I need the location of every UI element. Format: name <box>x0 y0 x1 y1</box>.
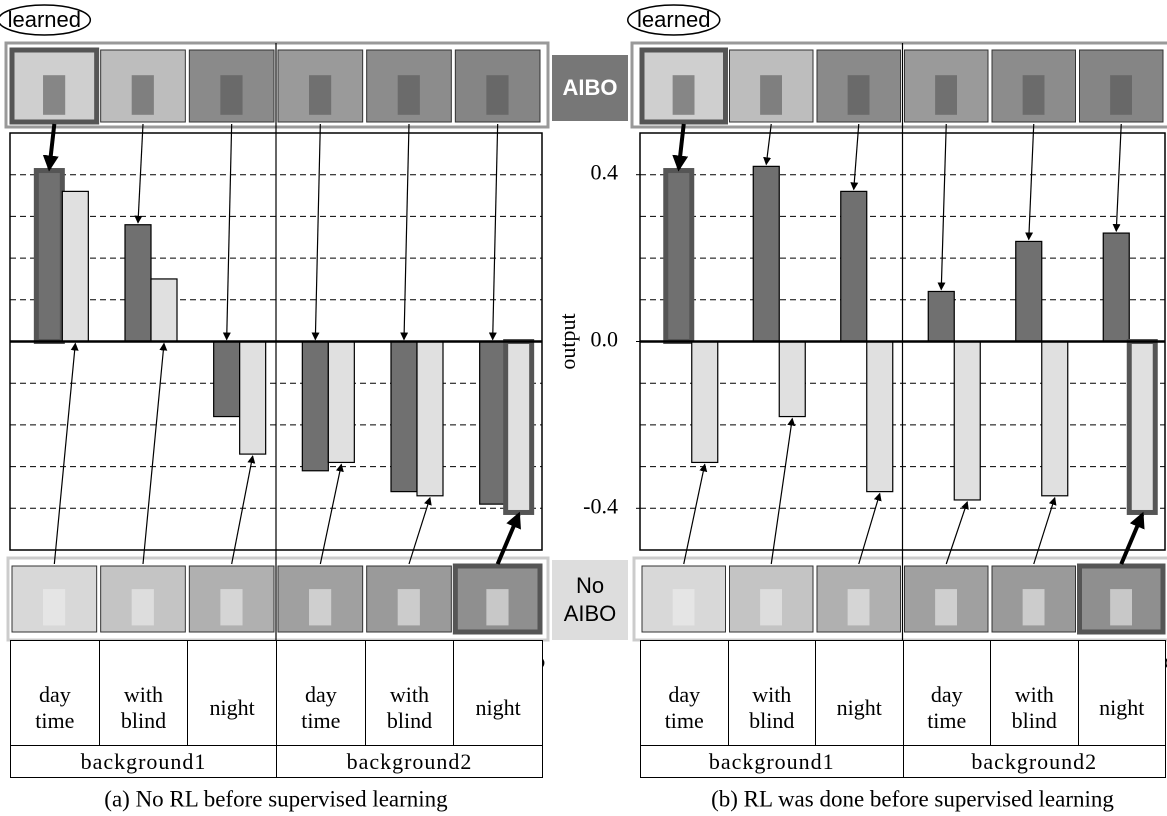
group-label-text: background2 <box>971 749 1097 775</box>
bar <box>62 191 88 341</box>
category-label-text: day time <box>301 682 340 734</box>
y-tick-label: 0.0 <box>591 327 619 352</box>
category-label-text: day time <box>665 682 704 734</box>
bar <box>841 191 867 341</box>
photo-detail <box>935 75 957 115</box>
group-label-text: background1 <box>81 749 207 775</box>
bar <box>666 171 692 342</box>
photo-detail <box>1023 589 1045 625</box>
photo-detail <box>1110 75 1132 115</box>
photo-detail <box>398 75 420 115</box>
annotation: learned <box>628 5 720 35</box>
figure: learned learned (a) No RL before supervise… <box>0 0 1167 816</box>
y-axis-label: output <box>555 313 580 369</box>
bar <box>36 171 62 342</box>
photo-detail <box>760 75 782 115</box>
photo-detail <box>309 75 331 115</box>
bar <box>779 342 805 417</box>
photo-detail <box>132 75 154 115</box>
group-label-text: background2 <box>347 749 473 775</box>
bar <box>1129 342 1155 513</box>
category-label-text: day time <box>35 682 74 734</box>
photo-detail <box>848 75 870 115</box>
category-label: night <box>453 640 543 746</box>
group-label: background2 <box>276 745 543 778</box>
bar <box>480 342 506 505</box>
bar <box>753 166 779 341</box>
category-label: night <box>815 640 904 746</box>
legend-no-aibo: No AIBO <box>552 560 628 640</box>
category-label-text: with blind <box>387 682 432 734</box>
bar <box>1042 342 1068 496</box>
category-label: night <box>187 640 277 746</box>
photo-detail <box>486 589 508 625</box>
photo-detail <box>848 589 870 625</box>
category-label-text: with blind <box>1012 682 1057 734</box>
annotation-text: learned <box>8 7 81 32</box>
photo-detail <box>673 75 695 115</box>
photo-detail <box>43 75 65 115</box>
bar <box>391 342 417 492</box>
bar <box>692 342 718 463</box>
category-label-text: night <box>1099 695 1144 721</box>
category-label-text: with blind <box>121 682 166 734</box>
category-label: day time <box>276 640 366 746</box>
bar <box>214 342 240 417</box>
bar <box>240 342 266 455</box>
photo-detail <box>309 589 331 625</box>
bar <box>328 342 354 463</box>
photo-detail <box>673 589 695 625</box>
bar <box>928 291 954 341</box>
group-label-text: background1 <box>709 749 835 775</box>
category-label-text: day time <box>927 682 966 734</box>
bar <box>867 342 893 492</box>
bar <box>151 279 177 342</box>
annotation-text: learned <box>637 7 710 32</box>
photo-detail <box>220 589 242 625</box>
bar <box>125 225 151 342</box>
photo-detail <box>1110 589 1132 625</box>
category-label: with blind <box>728 640 817 746</box>
legend-aibo: AIBO <box>552 55 628 121</box>
category-label-text: with blind <box>749 682 794 734</box>
bar <box>954 342 980 500</box>
bar <box>1103 233 1129 341</box>
photo-detail <box>1023 75 1045 115</box>
category-label-text: night <box>837 695 882 721</box>
photo-detail <box>486 75 508 115</box>
group-label: background1 <box>640 745 904 778</box>
bar <box>1016 241 1042 341</box>
category-label-text: night <box>210 695 255 721</box>
y-tick-label: 0.4 <box>591 160 619 185</box>
y-tick-label: -0.4 <box>583 493 618 518</box>
photo-detail <box>760 589 782 625</box>
group-label: background1 <box>10 745 277 778</box>
bar <box>417 342 443 496</box>
bar <box>302 342 328 471</box>
category-label: with blind <box>365 640 455 746</box>
photo-detail <box>935 589 957 625</box>
category-label: with blind <box>990 640 1079 746</box>
group-label: background2 <box>903 745 1167 778</box>
legend-text: No AIBO <box>564 572 617 628</box>
category-label-text: night <box>476 695 521 721</box>
caption: (a) No RL before supervised learning <box>104 786 448 811</box>
category-label: day time <box>640 640 729 746</box>
bar <box>506 342 532 513</box>
category-label: day time <box>10 640 100 746</box>
category-label: with blind <box>99 640 189 746</box>
category-label: night <box>1078 640 1167 746</box>
photo-detail <box>132 589 154 625</box>
category-label: day time <box>903 640 992 746</box>
photo-detail <box>220 75 242 115</box>
annotation: learned <box>0 5 90 35</box>
photo-detail <box>398 589 420 625</box>
photo-detail <box>43 589 65 625</box>
caption: (b) RL was done before supervised learni… <box>711 786 1114 811</box>
